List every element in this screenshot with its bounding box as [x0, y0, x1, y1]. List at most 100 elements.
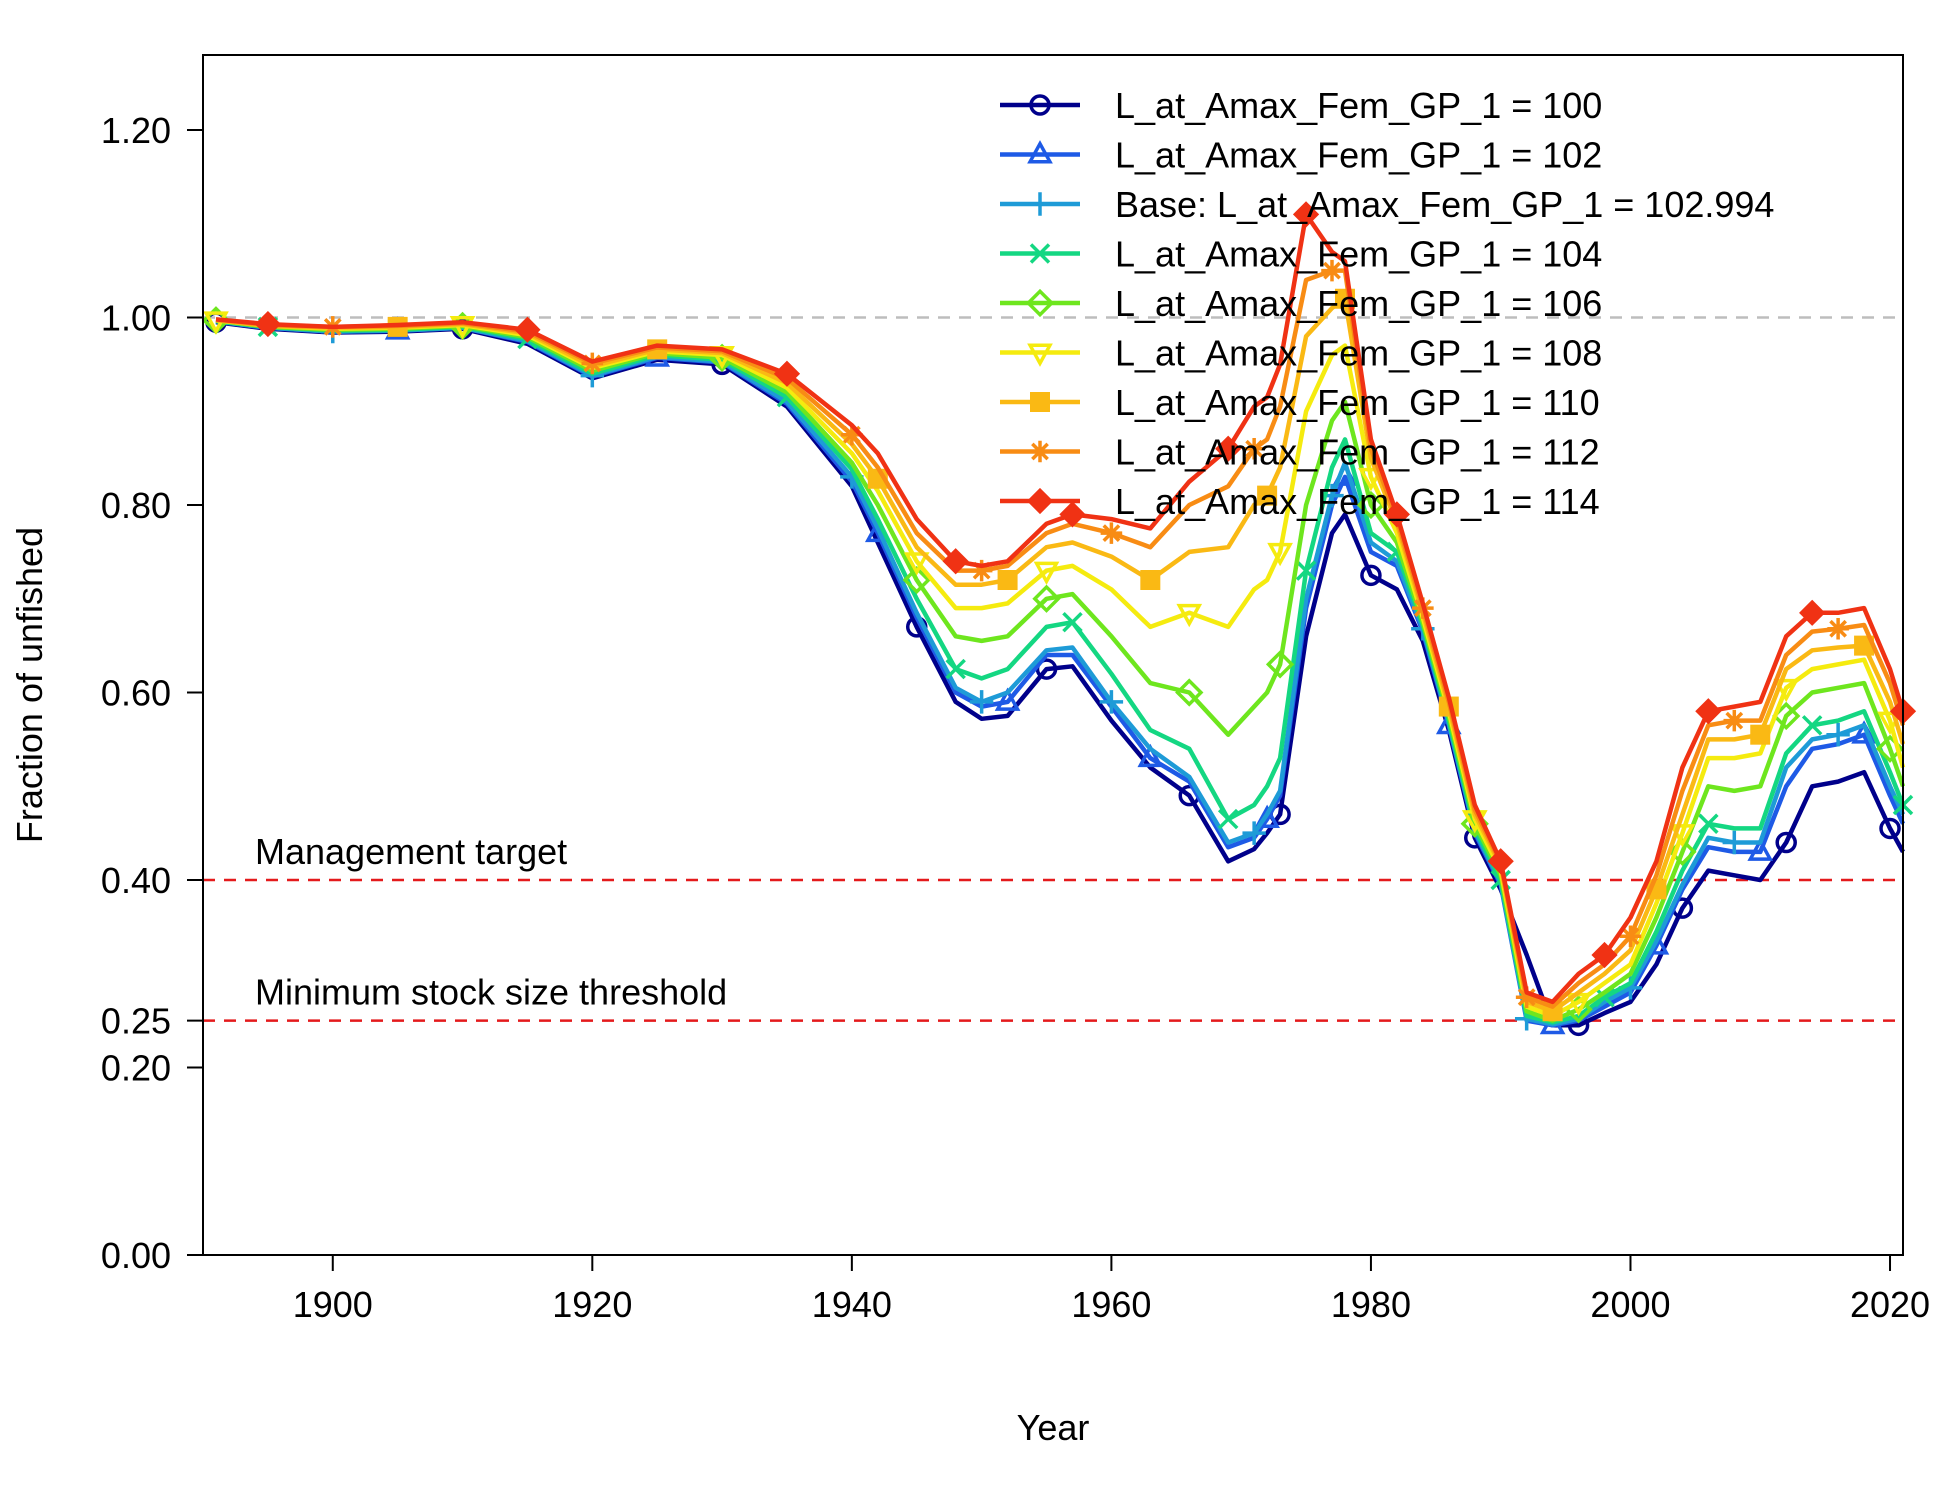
x-tick-label: 1960 — [1071, 1284, 1151, 1325]
data-point — [1773, 678, 1800, 703]
data-point — [1176, 603, 1203, 628]
legend-label: L_at_Amax_Fem_GP_1 = 100 — [1115, 85, 1602, 126]
legend-label: L_at_Amax_Fem_GP_1 = 102 — [1115, 135, 1602, 176]
data-point — [1801, 715, 1823, 736]
y-tick-label: 0.80 — [101, 485, 171, 526]
data-point — [1383, 501, 1411, 528]
data-point — [1356, 490, 1386, 520]
data-point — [254, 310, 281, 338]
x-axis-label: Year — [1017, 1407, 1090, 1448]
y-tick-label: 0.40 — [101, 860, 171, 901]
legend-item: L_at_Amax_Fem_GP_1 = 104 — [1000, 234, 1602, 275]
x-axis: 1900 1920 1940 1960 1980 2000 2020 — [293, 1255, 1930, 1325]
data-point — [1594, 986, 1615, 1008]
data-point — [969, 690, 994, 714]
data-point — [942, 548, 969, 575]
legend-label: Base: L_at_Amax_Fem_GP_1 = 102.994 — [1115, 184, 1774, 225]
legend-item: L_at_Amax_Fem_GP_1 = 102 — [1000, 135, 1602, 176]
data-point — [970, 559, 993, 582]
legend-item: L_at_Amax_Fem_GP_1 = 100 — [1000, 85, 1602, 126]
x-tick-label: 1920 — [552, 1284, 632, 1325]
x-tick-label: 1940 — [812, 1284, 892, 1325]
series-9 — [215, 201, 1917, 1005]
data-point — [1750, 724, 1771, 745]
y-tick-label: 0.20 — [101, 1048, 171, 1089]
legend-label: L_at_Amax_Fem_GP_1 = 112 — [1115, 432, 1600, 473]
legend-item: L_at_Amax_Fem_GP_1 = 106 — [1000, 283, 1602, 324]
legend-marker — [1030, 392, 1050, 412]
data-point — [1321, 259, 1343, 282]
data-point — [1515, 986, 1538, 1008]
data-point — [1243, 437, 1265, 460]
data-point — [994, 687, 1021, 711]
reference-line-label: Management target — [255, 831, 567, 872]
data-point — [1137, 743, 1164, 768]
data-point — [1747, 837, 1774, 861]
data-point — [1099, 690, 1124, 714]
series-line — [215, 318, 1906, 1023]
legend-marker — [1029, 94, 1051, 116]
data-point — [1032, 584, 1061, 613]
data-point — [1295, 560, 1317, 581]
legend-label: L_at_Amax_Fem_GP_1 = 114 — [1115, 481, 1600, 522]
data-point — [1695, 698, 1722, 725]
legend-marker — [1026, 487, 1054, 515]
data-point — [1591, 941, 1618, 969]
data-point — [903, 552, 930, 576]
data-point — [1242, 821, 1266, 845]
data-point — [1619, 925, 1642, 948]
data-point — [1775, 831, 1797, 854]
data-point — [1215, 435, 1242, 462]
y-tick-label: 0.25 — [101, 1001, 171, 1042]
legend-item: Base: L_at_Amax_Fem_GP_1 = 102.994 — [1000, 184, 1774, 225]
data-point — [1100, 522, 1123, 544]
data-point — [841, 423, 863, 446]
series-line — [215, 268, 1906, 1009]
data-point — [1257, 485, 1278, 506]
legend: L_at_Amax_Fem_GP_1 = 100 L_at_Amax_Fem_GP… — [1000, 85, 1774, 522]
y-axis: 0.00 0.20 0.25 0.40 0.60 0.80 1.00 1.20 — [101, 110, 203, 1276]
data-point — [1062, 611, 1083, 633]
data-point — [1265, 650, 1295, 679]
legend-label: L_at_Amax_Fem_GP_1 = 106 — [1115, 283, 1602, 324]
data-point — [1140, 570, 1161, 590]
x-tick-label: 2000 — [1590, 1284, 1670, 1325]
data-point — [1723, 709, 1746, 732]
x-tick-label: 1900 — [293, 1284, 373, 1325]
legend-marker — [1029, 440, 1051, 463]
data-point — [1175, 678, 1204, 707]
data-point — [997, 570, 1018, 590]
data-point — [1879, 817, 1901, 840]
series-layer — [201, 201, 1917, 1037]
legend-marker — [1027, 343, 1053, 367]
legend-item: L_at_Amax_Fem_GP_1 = 110 — [1000, 382, 1600, 423]
data-point — [945, 658, 966, 680]
y-axis-label: Fraction of unfished — [9, 527, 50, 843]
reference-line-label: Minimum stock size threshold — [255, 972, 727, 1013]
x-tick-label: 1980 — [1331, 1284, 1411, 1325]
data-point — [1267, 542, 1293, 567]
data-point — [1059, 501, 1086, 528]
legend-item: L_at_Amax_Fem_GP_1 = 112 — [1000, 432, 1600, 473]
legend-marker — [1027, 140, 1053, 164]
y-tick-label: 1.00 — [101, 298, 171, 339]
reference-lines: Management target Minimum stock size thre… — [203, 316, 1903, 1022]
y-tick-label: 1.20 — [101, 110, 171, 151]
y-tick-label: 0.60 — [101, 673, 171, 714]
data-point — [1360, 564, 1382, 587]
data-point — [514, 316, 541, 343]
legend-marker — [1025, 288, 1055, 318]
data-point — [1292, 201, 1320, 228]
x-tick-label: 2020 — [1850, 1284, 1930, 1325]
legend-label: L_at_Amax_Fem_GP_1 = 108 — [1115, 333, 1602, 374]
legend-item: L_at_Amax_Fem_GP_1 = 108 — [1000, 333, 1602, 374]
data-point — [1217, 808, 1239, 830]
series-8 — [215, 259, 1906, 1009]
data-point — [773, 360, 801, 387]
plot-frame — [202, 54, 1904, 1256]
series-line — [215, 212, 1906, 1005]
legend-marker — [1029, 243, 1051, 264]
data-point — [1487, 848, 1514, 875]
data-point — [902, 565, 931, 595]
